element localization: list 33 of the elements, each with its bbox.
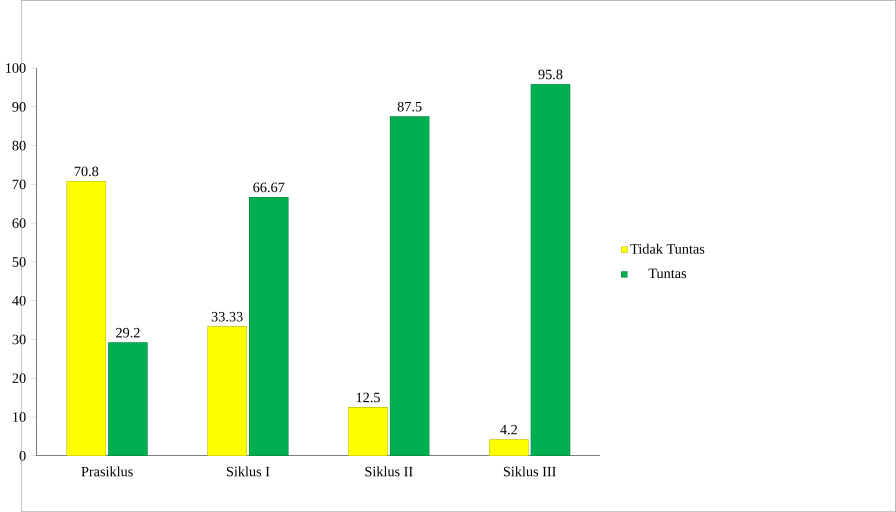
- y-tick-label: 0: [20, 450, 26, 461]
- y-tick-label: 50: [12, 257, 26, 267]
- data-label: 87.5: [398, 102, 422, 112]
- data-label: 4.2: [500, 424, 517, 434]
- bar: [66, 180, 106, 456]
- bar: [249, 196, 289, 456]
- data-label: 29.2: [116, 328, 140, 338]
- y-tick-label: 60: [12, 218, 26, 228]
- y-tick-label: 20: [12, 373, 26, 383]
- data-label: 70.8: [74, 166, 98, 176]
- bar: [390, 116, 430, 456]
- x-tick-label: Prasiklus: [81, 466, 133, 476]
- bar: [348, 406, 388, 456]
- legend-label: Tidak Tuntas: [630, 244, 704, 254]
- y-tick-label: 80: [12, 140, 26, 150]
- bar: [108, 342, 148, 456]
- data-label: 12.5: [356, 392, 380, 402]
- data-label: 66.67: [253, 182, 284, 192]
- y-tick-label: 10: [13, 412, 26, 422]
- y-tick-label: 90: [12, 102, 26, 112]
- data-label: 33.33: [212, 312, 243, 322]
- x-tick-label: Siklus II: [365, 466, 413, 476]
- legend-label: Tuntas: [648, 268, 686, 278]
- y-tick-label: 70: [12, 180, 26, 190]
- x-tick-label: Siklus I: [226, 466, 270, 476]
- data-label: 95.8: [538, 70, 562, 80]
- bar: [207, 326, 247, 456]
- y-tick-label: 30: [12, 334, 26, 344]
- x-tick-label: Siklus III: [504, 466, 556, 476]
- y-tick-label: 100: [6, 63, 26, 73]
- bar: [489, 439, 529, 456]
- bar: [530, 84, 570, 456]
- y-tick-label: 40: [12, 296, 26, 306]
